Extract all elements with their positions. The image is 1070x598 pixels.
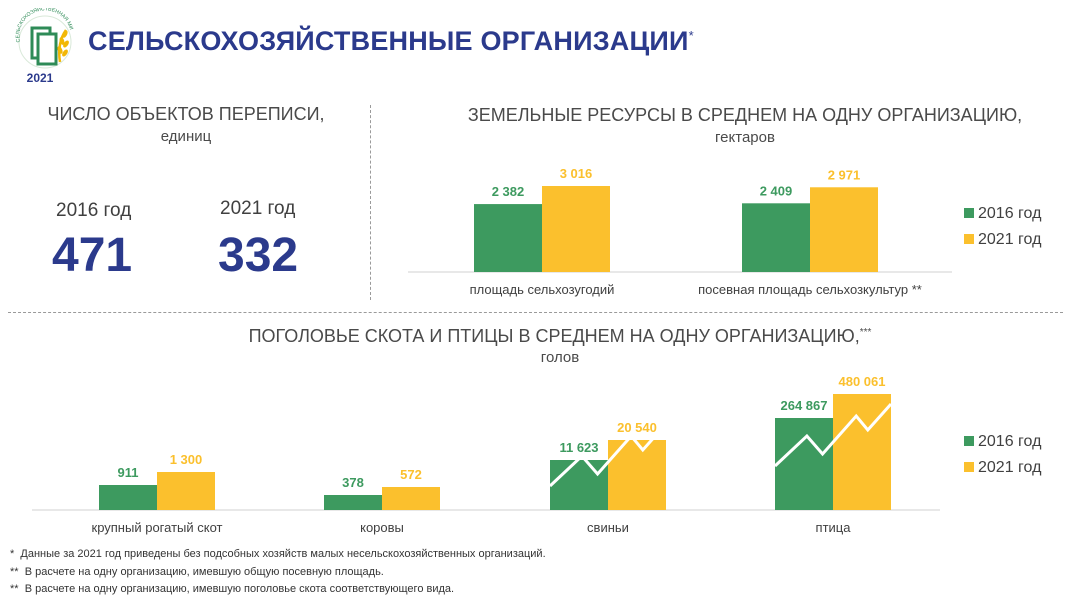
land-legend-2016: 2016 год [964, 205, 1041, 223]
livestock-chart: 911 1 300 крупный рогатый скот 378 572 коровы… [32, 374, 940, 535]
land-value-label: 2 382 [492, 184, 525, 199]
land-value-label: 2 971 [828, 167, 861, 182]
livestock-value-label: 378 [342, 475, 364, 490]
footnote-1: * Данные за 2021 год приведены без подсо… [10, 548, 546, 560]
livestock-category-label: крупный рогатый скот [92, 520, 223, 535]
title-footnote-mark: * [688, 28, 694, 43]
livestock-legend-2016: 2016 год [964, 433, 1041, 451]
livestock-value-label: 572 [400, 467, 422, 482]
livestock-category-label: коровы [360, 520, 404, 535]
census-logo: СЕЛЬСКОХОЗЯЙСТВЕННАЯ МИКРОПЕРЕПИСЬ 2021 [10, 8, 74, 85]
land-value-label: 3 016 [560, 166, 593, 181]
scale-break-line [773, 403, 893, 468]
land-bar-2016-1 [742, 203, 810, 272]
livestock-value-label: 11 623 [559, 440, 598, 455]
livestock-value-label: 1 300 [170, 452, 203, 467]
footnote-2: ** В расчете на одну организацию, имевшу… [10, 566, 384, 578]
livestock-value-label: 480 061 [839, 374, 886, 389]
livestock-bar-2021-1 [382, 487, 440, 510]
land-bar-2021-0 [542, 186, 610, 272]
legend-swatch-2016 [964, 436, 974, 446]
land-chart: 2 382 3 016 площадь сельхозугодий 2 409 2 97… [408, 166, 952, 297]
objects-unit: единиц [160, 128, 212, 145]
land-heading: ЗЕМЕЛЬНЫЕ РЕСУРСЫ В СРЕДНЕМ НА ОДНУ ОРГА… [467, 105, 1023, 125]
objects-year-2021: 2021 год [220, 198, 296, 219]
footnote-3: ** В расчете на одну организацию, имевшу… [10, 583, 455, 595]
livestock-category-label: птица [816, 520, 852, 535]
objects-year-2016: 2016 год [56, 200, 132, 221]
livestock-value-label: 264 867 [781, 398, 828, 413]
livestock-legend-2021: 2021 год [964, 459, 1041, 477]
livestock-bar-2021-0 [157, 472, 215, 510]
land-category-label: площадь сельхозугодий [470, 282, 615, 297]
livestock-heading: ПОГОЛОВЬЕ СКОТА И ПТИЦЫ В СРЕДНЕМ НА ОДН… [248, 326, 872, 346]
land-bar-2016-0 [474, 204, 542, 272]
logo-year: 2021 [27, 71, 54, 85]
horizontal-divider [8, 312, 1063, 313]
legend-swatch-2021 [964, 234, 974, 244]
livestock-bar-2016-1 [324, 495, 382, 510]
objects-value-2016: 471 [52, 229, 133, 282]
vertical-divider [370, 105, 371, 300]
livestock-bar-2016-3 [775, 418, 833, 510]
livestock-value-label: 20 540 [617, 420, 657, 435]
page-title: СЕЛЬСКОХОЗЯЙСТВЕННЫЕ ОРГАНИЗАЦИИ* [88, 26, 694, 56]
land-unit: гектаров [715, 129, 775, 146]
livestock-unit: голов [540, 349, 580, 366]
objects-value-2021: 332 [218, 229, 299, 282]
livestock-value-label: 911 [118, 465, 139, 480]
livestock-bar-2016-2 [550, 460, 608, 510]
scale-break-line [548, 423, 668, 488]
land-bar-2021-1 [810, 187, 878, 272]
land-category-label: посевная площадь сельхозкультур ** [698, 282, 922, 297]
livestock-bar-2016-0 [99, 485, 157, 510]
legend-swatch-2021 [964, 462, 974, 472]
land-value-label: 2 409 [760, 183, 793, 198]
objects-heading: ЧИСЛО ОБЪЕКТОВ ПЕРЕПИСИ, [47, 104, 325, 124]
livestock-bar-2021-3 [833, 394, 891, 510]
legend-swatch-2016 [964, 208, 974, 218]
livestock-category-label: свиньи [587, 520, 629, 535]
land-legend-2021: 2021 год [964, 231, 1041, 249]
